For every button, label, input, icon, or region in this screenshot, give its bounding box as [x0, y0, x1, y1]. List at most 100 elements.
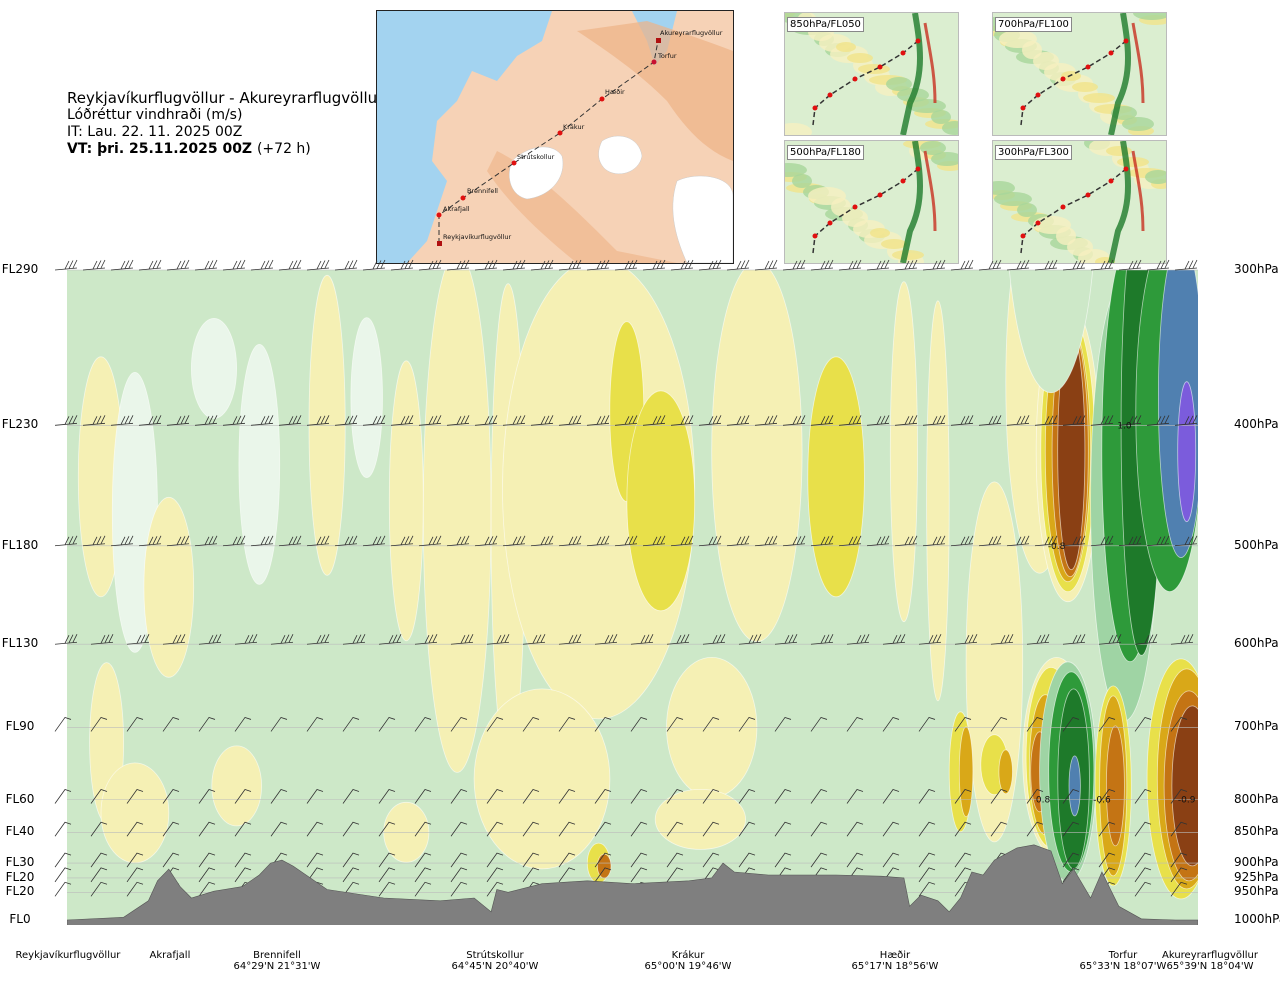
map-label-brennifell: Brennifell	[467, 187, 498, 195]
wind-barb	[390, 535, 414, 547]
wind-barb	[1062, 789, 1080, 804]
wind-barb	[198, 881, 216, 897]
wind-barb	[450, 634, 474, 645]
mini-map-band	[923, 22, 937, 104]
wind-barb	[378, 867, 396, 883]
wind-barb	[90, 867, 108, 883]
wind-barb	[450, 716, 468, 732]
wind-barb	[1026, 716, 1044, 732]
wind-barb	[978, 415, 1002, 426]
wind-barb	[558, 535, 582, 547]
wind-barb	[126, 852, 144, 868]
location-name: Brennifell	[253, 950, 301, 961]
wind-barb	[950, 259, 974, 271]
wind-barb	[1062, 259, 1086, 271]
wind-barb	[234, 634, 258, 645]
wind-barb	[1170, 634, 1194, 645]
wind-barb	[594, 789, 612, 804]
wind-barb	[846, 821, 864, 837]
terrain	[67, 844, 1198, 925]
wind-barb	[726, 535, 750, 547]
wind-barb	[754, 415, 778, 426]
map-point-reykjavik	[437, 241, 442, 246]
location-coord: 65°39'N 18°04'W	[1166, 961, 1254, 972]
map-glacier-hofsjokull	[598, 135, 643, 175]
mini-map-field	[892, 250, 924, 260]
wind-barb	[1090, 259, 1114, 271]
mini-map-field	[931, 110, 951, 124]
wind-barb	[882, 821, 900, 837]
mini-map-point	[1085, 192, 1091, 198]
location-name: Reykjavíkurflugvöllur	[15, 950, 121, 961]
wind-barb	[162, 821, 180, 837]
fl-label: FL20	[5, 869, 35, 884]
wind-barb	[306, 852, 324, 868]
wind-barb	[486, 716, 504, 732]
wind-barb	[838, 259, 862, 271]
wind-barb	[126, 881, 144, 897]
mini-map-500-label: 500hPa/FL180	[787, 145, 864, 160]
wind-barb	[250, 535, 274, 547]
location-coord: 64°45'N 20°40'W	[451, 961, 539, 972]
wind-barb	[166, 535, 190, 547]
wind-barb	[810, 821, 828, 837]
wind-barb	[1090, 415, 1114, 426]
wind-barb	[670, 535, 694, 547]
wind-barb	[306, 867, 324, 883]
wind-barb	[474, 259, 498, 271]
mini-map-field	[836, 42, 856, 52]
wind-barb	[586, 415, 610, 426]
location-label: Reykjavíkurflugvöllur	[16, 950, 121, 961]
wind-barb	[978, 259, 1002, 271]
mini-map-field	[1067, 238, 1093, 256]
field-contour	[422, 270, 492, 773]
wind-barb	[1146, 535, 1170, 547]
wind-barb	[306, 821, 324, 837]
wind-barb	[126, 634, 150, 645]
mini-map-field	[1033, 52, 1059, 70]
mini-map-point	[1123, 38, 1129, 44]
wind-barb	[1062, 716, 1080, 732]
field-contour	[211, 745, 263, 827]
mini-map-field	[881, 239, 907, 249]
wind-barb	[198, 789, 216, 804]
wind-barb	[54, 535, 78, 547]
wind-barb	[894, 535, 918, 547]
field-contour	[1068, 755, 1081, 817]
wind-barb	[630, 716, 648, 732]
wind-barb	[418, 535, 442, 547]
wind-barb	[922, 415, 946, 426]
wind-barb	[846, 852, 864, 868]
mini-map-field	[785, 163, 807, 177]
wind-barb	[558, 415, 582, 426]
wind-barb	[1062, 867, 1080, 883]
wind-barb	[90, 716, 108, 732]
mini-map-field	[908, 99, 946, 113]
wind-barb	[558, 634, 582, 645]
wind-barb	[558, 821, 576, 837]
wind-barb	[270, 821, 288, 837]
location-name: Akureyrarflugvöllur	[1162, 950, 1259, 961]
mini-map-point	[1035, 220, 1041, 226]
wind-barb	[82, 259, 106, 271]
wind-barb	[342, 821, 360, 837]
wind-barb	[950, 415, 974, 426]
hpa-label: 300hPa	[1234, 262, 1279, 276]
wind-barb	[882, 852, 900, 868]
wind-barb	[486, 821, 504, 837]
wind-barb	[882, 789, 900, 804]
mini-map-field	[886, 77, 912, 91]
wind-barb	[342, 634, 366, 645]
wind-barb	[1062, 634, 1086, 645]
contour-labels: 1.0 -0.8 0.8 -0.6 -0.9	[1036, 421, 1196, 805]
contour-label: 1.0	[1117, 421, 1132, 431]
mini-map-point	[1060, 204, 1066, 210]
mini-map-point	[1123, 166, 1129, 172]
map-point-akureyri	[656, 38, 661, 43]
wind-barb	[810, 716, 828, 732]
mini-map-band	[1108, 13, 1131, 135]
mini-map-field	[1145, 170, 1166, 184]
wind-barb	[486, 867, 504, 883]
wind-barb	[362, 259, 386, 271]
